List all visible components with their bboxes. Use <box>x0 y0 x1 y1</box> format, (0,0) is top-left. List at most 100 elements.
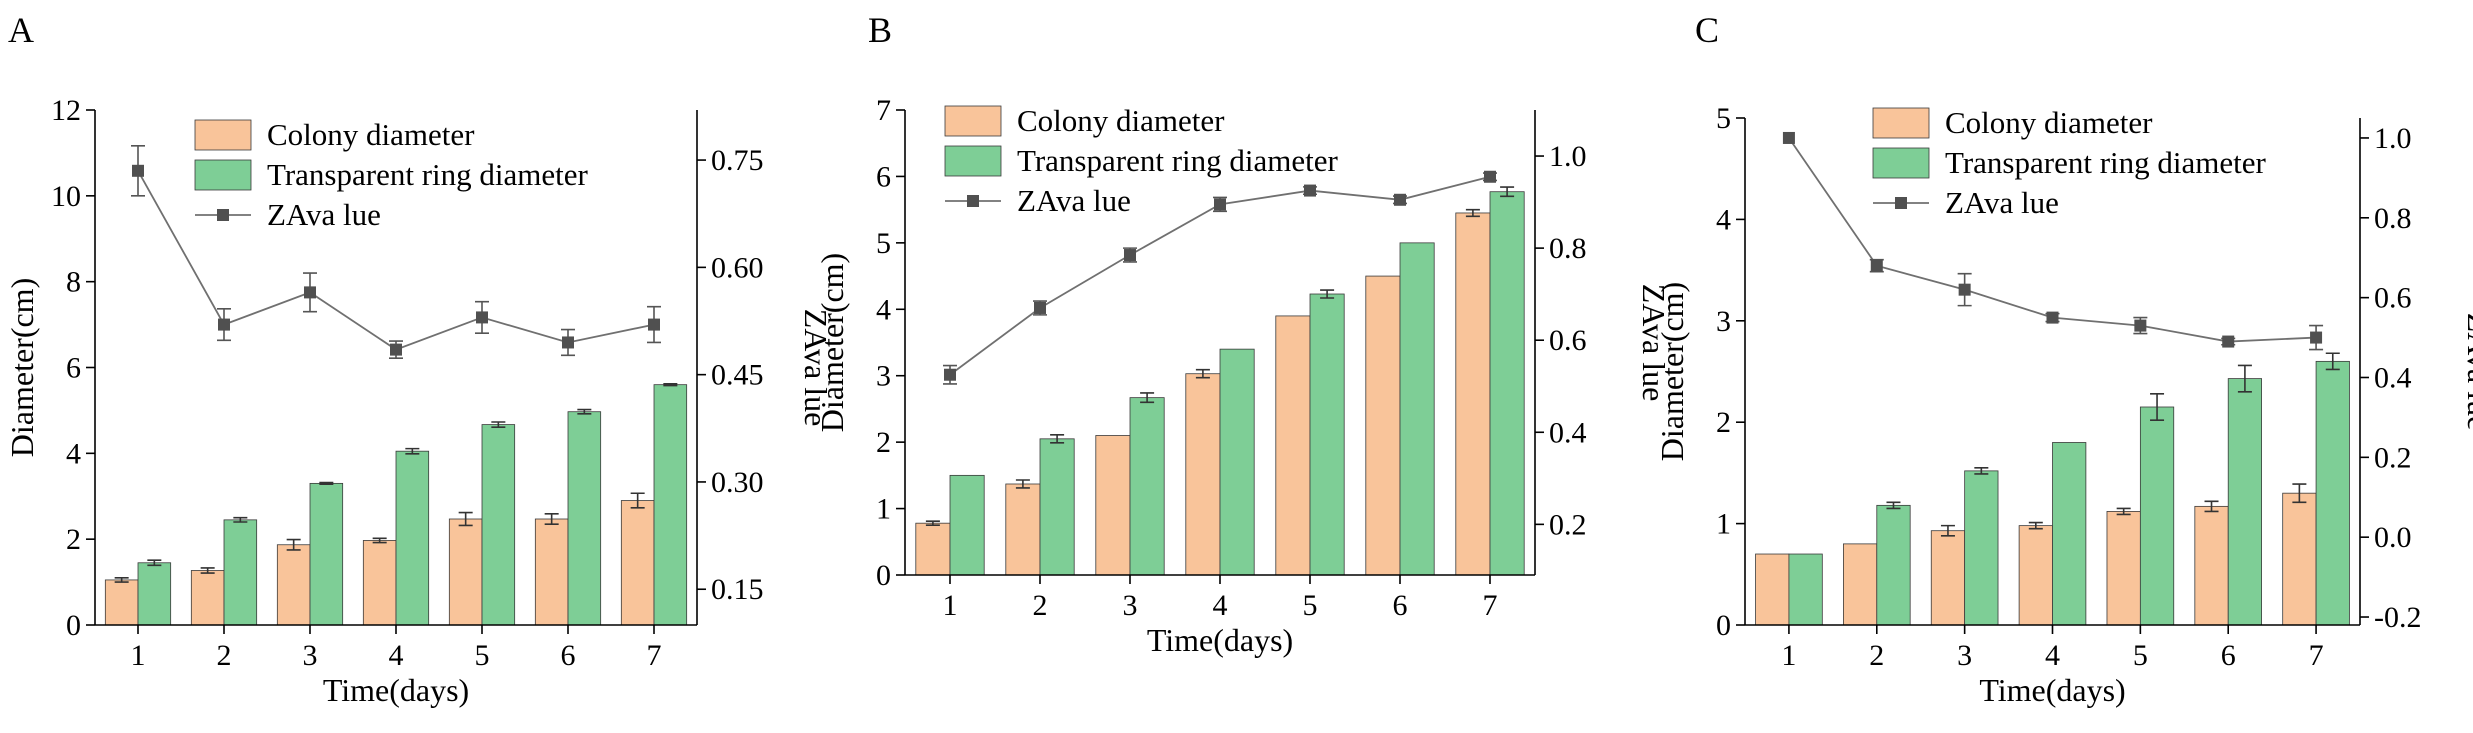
x-tick-label: 3 <box>1957 639 1972 672</box>
ring-error-bar <box>233 516 248 523</box>
ring-bar <box>1876 504 1911 626</box>
x-tick-label: 4 <box>1213 589 1228 622</box>
colony-bar <box>1365 275 1401 576</box>
za-point <box>2222 335 2235 348</box>
y-tick-label: 1 <box>876 493 891 526</box>
za-point <box>2046 311 2059 324</box>
x-tick-label: 1 <box>131 639 146 672</box>
ring-error-bar <box>577 408 592 415</box>
ring-bar <box>2139 406 2175 626</box>
ring-bar <box>1399 242 1435 576</box>
x-tick-label: 5 <box>475 639 490 672</box>
y-right-tick-label: 1.0 <box>2374 122 2412 155</box>
colony-bar <box>1005 483 1041 576</box>
legend-marker-za <box>217 209 229 221</box>
colony-bar <box>1185 373 1221 576</box>
za-point <box>390 343 402 356</box>
y-tick-label: 5 <box>1716 102 1731 135</box>
colony-error-bar <box>1940 524 1955 537</box>
ring-bar <box>1788 553 1823 626</box>
colony-error-bar <box>2116 507 2131 516</box>
colony-error-bar <box>2028 521 2043 530</box>
colony-bar <box>276 544 311 626</box>
colony-bar <box>2106 511 2141 626</box>
chart-panel-b: B 0 1 2 3 4 5 6 7 0.2 0.4 0.6 0.8 1.0 1 2 3 4 5 6 7 Time(days… <box>814 10 1672 658</box>
legend-label-colony: Colony diameter <box>1945 105 2153 140</box>
y-right-tick-label: 0.2 <box>2374 441 2412 474</box>
chart-panel-c: C 0 1 2 3 4 5 -0.2 0.0 0.2 0.4 0.6 0.8 1.0 1 2 3 4 5 6 7 Time… <box>1654 10 2473 708</box>
colony-error-bar <box>1465 208 1480 218</box>
ring-bar <box>949 474 985 576</box>
y-axis-label: Diameter(cm) <box>814 253 850 432</box>
ring-error-bar <box>405 447 420 455</box>
ring-error-bar <box>1320 289 1335 299</box>
za-point <box>1958 283 1971 296</box>
y-tick-label: 6 <box>66 352 81 385</box>
y-tick-label: 2 <box>876 426 891 459</box>
y-right-tick-label: 0.60 <box>711 251 764 284</box>
colony-bar <box>190 570 225 626</box>
y-right-tick-label: 0.8 <box>1549 232 1587 265</box>
legend-swatch-ring <box>1872 147 1930 179</box>
ring-error-bar <box>1050 434 1065 444</box>
ring-bar <box>481 424 516 626</box>
za-point <box>1304 184 1316 197</box>
colony-bar <box>1930 530 1966 626</box>
legend-label-ring: Transparent ring diameter <box>1945 145 2266 180</box>
ring-error-bar <box>319 481 334 486</box>
colony-error-bar <box>114 576 129 583</box>
y-right-tick-label: 0.8 <box>2374 202 2412 235</box>
colony-bar <box>362 540 397 626</box>
x-tick-label: 5 <box>2133 639 2148 672</box>
colony-error-bar <box>1015 479 1030 489</box>
x-axis-label: Time(days) <box>1979 672 2125 708</box>
colony-error-bar <box>544 513 559 525</box>
za-point <box>1870 259 1883 272</box>
panel-letter: A <box>8 10 34 50</box>
y-right-tick-label: 0.6 <box>2374 282 2412 315</box>
colony-error-bar <box>2204 500 2219 513</box>
colony-bar <box>1755 553 1790 626</box>
za-point <box>1214 198 1226 211</box>
ring-bar <box>395 450 430 626</box>
y-right-tick-label: 0.45 <box>711 359 764 392</box>
ring-bar <box>653 384 688 626</box>
x-tick-label: 2 <box>1033 589 1048 622</box>
legend-swatch-colony <box>1872 107 1930 139</box>
y-right-tick-label: 0.0 <box>2374 521 2412 554</box>
ring-bar <box>137 562 172 626</box>
x-tick-label: 6 <box>1393 589 1408 622</box>
y-tick-label: 2 <box>66 523 81 556</box>
y-axis-label: Diameter(cm) <box>4 278 40 457</box>
y-right-tick-label: 0.6 <box>1549 324 1587 357</box>
legend: Colony diameter Transparent ring diameter… <box>194 117 588 232</box>
za-point <box>2134 319 2147 332</box>
za-point <box>944 368 956 381</box>
ring-error-bar <box>1974 467 1989 475</box>
y-right-axis-label: ZAva lue <box>1636 284 1672 402</box>
ring-bar <box>1039 438 1075 576</box>
y-right-tick-label: 0.4 <box>2374 361 2412 394</box>
legend-label-ring: Transparent ring diameter <box>267 157 588 192</box>
za-point <box>476 311 488 324</box>
x-axis-label: Time(days) <box>323 672 469 708</box>
za-point <box>132 164 144 177</box>
colony-bar <box>2282 492 2317 626</box>
za-point <box>1782 131 1795 144</box>
colony-bar <box>2194 505 2229 626</box>
ring-bar <box>567 411 602 626</box>
colony-error-bar <box>286 538 301 551</box>
ring-error-bar <box>2325 352 2340 371</box>
ring-error-bar <box>1140 392 1155 404</box>
ring-bar <box>2227 378 2263 626</box>
y-tick-label: 3 <box>876 360 891 393</box>
x-tick-label: 2 <box>217 639 232 672</box>
ring-bar <box>2052 442 2087 626</box>
za-point <box>1124 249 1136 262</box>
x-tick-label: 6 <box>2221 639 2236 672</box>
y-right-tick-label: 0.2 <box>1549 508 1587 541</box>
colony-bar <box>2018 525 2053 626</box>
y-right-axis-label: ZAva lue <box>2461 313 2473 431</box>
